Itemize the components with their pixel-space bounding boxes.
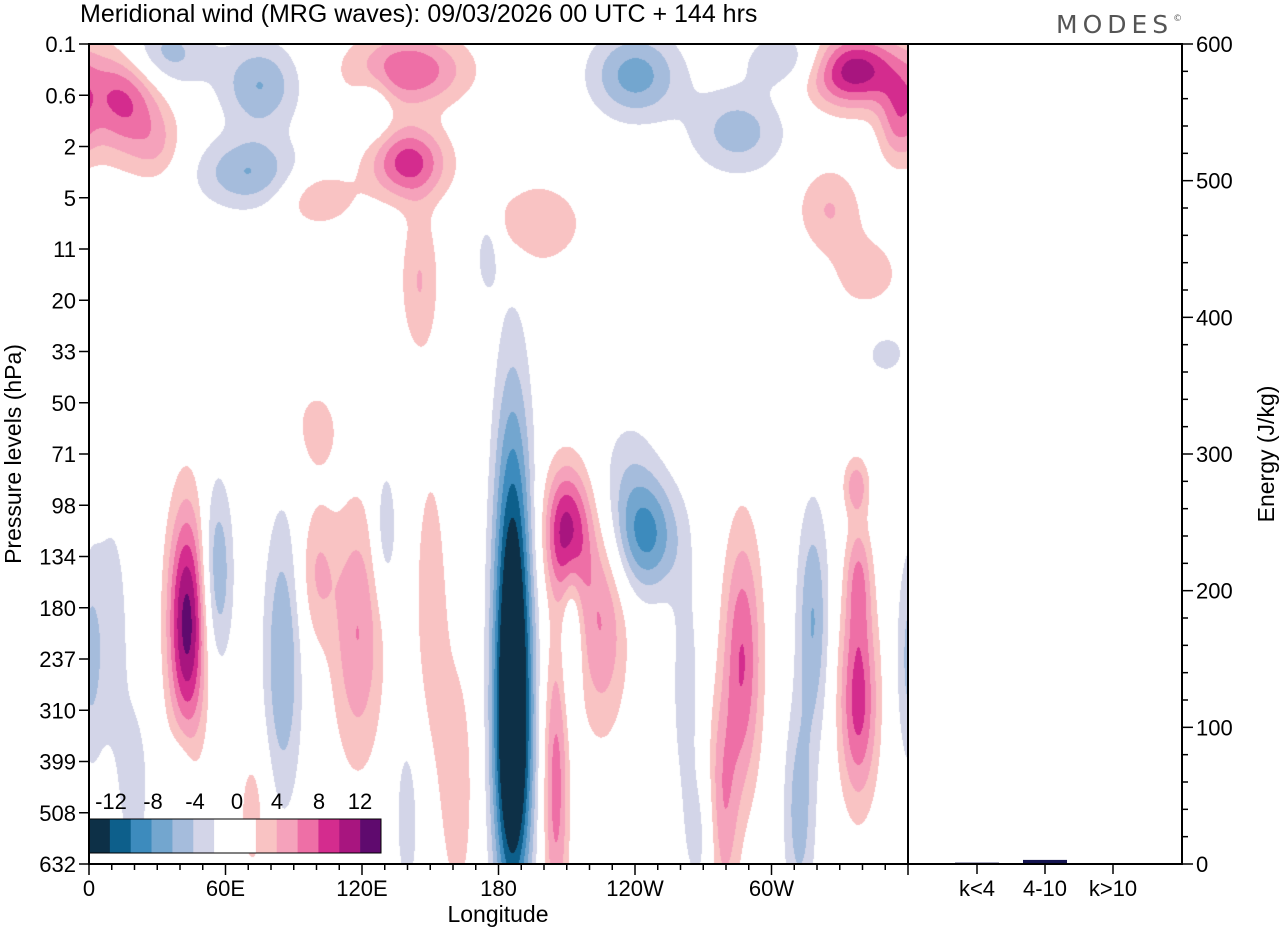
brand-name: MODES — [1056, 10, 1173, 39]
colorbar-swatch — [89, 819, 111, 853]
colorbar-label: 0 — [231, 789, 243, 814]
colorbar-label: -8 — [143, 789, 163, 814]
y2-axis-label: Energy (J/kg) — [1253, 386, 1279, 523]
colorbar-swatch — [318, 819, 340, 853]
colorbar-swatch — [339, 819, 361, 853]
pressure-tick-label: 134 — [39, 545, 76, 570]
energy-bar — [1023, 859, 1067, 864]
longitude-tick-label: 180 — [480, 876, 517, 901]
colorbar-swatch — [172, 819, 194, 853]
longitude-tick-label: 60E — [206, 876, 245, 901]
longitude-tick-label: 120W — [606, 876, 664, 901]
pressure-tick-label: 98 — [52, 493, 76, 518]
colorbar-swatch — [255, 819, 278, 853]
energy-category-label: k<4 — [959, 876, 995, 901]
energy-tick-label: 300 — [1196, 442, 1233, 467]
pressure-tick-label: 20 — [52, 288, 76, 313]
energy-tick-label: 100 — [1196, 715, 1233, 740]
longitude-tick-label: 60W — [749, 876, 794, 901]
colorbar-swatch — [214, 819, 236, 853]
pressure-tick-label: 50 — [52, 391, 76, 416]
energy-plot-frame — [907, 43, 1183, 865]
energy-tick-label: 500 — [1196, 169, 1233, 194]
colorbar-swatch — [297, 819, 319, 853]
plot-area — [89, 44, 908, 864]
colorbar-label: 8 — [313, 789, 325, 814]
colorbar-labels: -12 -8 -4 0 4 8 12 — [95, 789, 372, 814]
colorbar-swatch — [360, 819, 382, 853]
energy-tick-label: 400 — [1196, 305, 1233, 330]
colorbar-label: -4 — [185, 789, 205, 814]
energy-tick-label: 0 — [1196, 852, 1208, 877]
colorbar-label: 4 — [271, 789, 283, 814]
pressure-tick-label: 310 — [39, 698, 76, 723]
pressure-tick-label: 5 — [64, 186, 76, 211]
pressure-tick-label: 632 — [39, 852, 76, 877]
pressure-axis: 0.1 0.6 2 5 11 20 33 50 71 98 134 180 237 310 399 508 63… — [39, 32, 89, 877]
colorbar-swatch — [130, 819, 152, 853]
y-axis-label: Pressure levels (hPa) — [0, 344, 26, 564]
longitude-tick-label: 120E — [336, 876, 387, 901]
energy-category-label: 4-10 — [1023, 876, 1067, 901]
brand-mark: © — [1173, 14, 1187, 24]
colorbar-label: -12 — [95, 789, 127, 814]
pressure-tick-label: 180 — [39, 596, 76, 621]
energy-tick-label: 600 — [1196, 32, 1233, 57]
colorbar-swatch — [193, 819, 215, 853]
brand-logo: MODES© — [1056, 10, 1187, 39]
pressure-tick-label: 399 — [39, 750, 76, 775]
pressure-tick-label: 237 — [39, 647, 76, 672]
pressure-tick-label: 71 — [52, 442, 76, 467]
colorbar-swatch — [151, 819, 173, 853]
pressure-tick-label: 33 — [52, 340, 76, 365]
colorbar-swatch — [276, 819, 298, 853]
energy-category-labels: k<4 4-10 k>10 — [959, 864, 1137, 901]
energy-axis: 0 100 200 300 400 500 600 — [1182, 32, 1233, 877]
colorbar-swatch — [235, 819, 257, 853]
energy-category-label: k>10 — [1089, 876, 1137, 901]
pressure-tick-label: 2 — [64, 135, 76, 160]
longitude-axis: 0 60E 120E 180 120W 60W — [83, 864, 909, 901]
pressure-tick-label: 0.1 — [45, 32, 76, 57]
pressure-tick-label: 508 — [39, 801, 76, 826]
colorbar — [88, 818, 382, 854]
pressure-tick-label: 0.6 — [45, 83, 76, 108]
x-axis-label: Longitude — [447, 901, 548, 927]
pressure-tick-label: 11 — [53, 237, 76, 262]
energy-tick-label: 200 — [1196, 579, 1233, 604]
chart-title: Meridional wind (MRG waves): 09/03/2026 … — [80, 0, 757, 28]
longitude-tick-label: 0 — [83, 876, 95, 901]
colorbar-label: 12 — [348, 789, 372, 814]
colorbar-swatch — [109, 819, 132, 853]
